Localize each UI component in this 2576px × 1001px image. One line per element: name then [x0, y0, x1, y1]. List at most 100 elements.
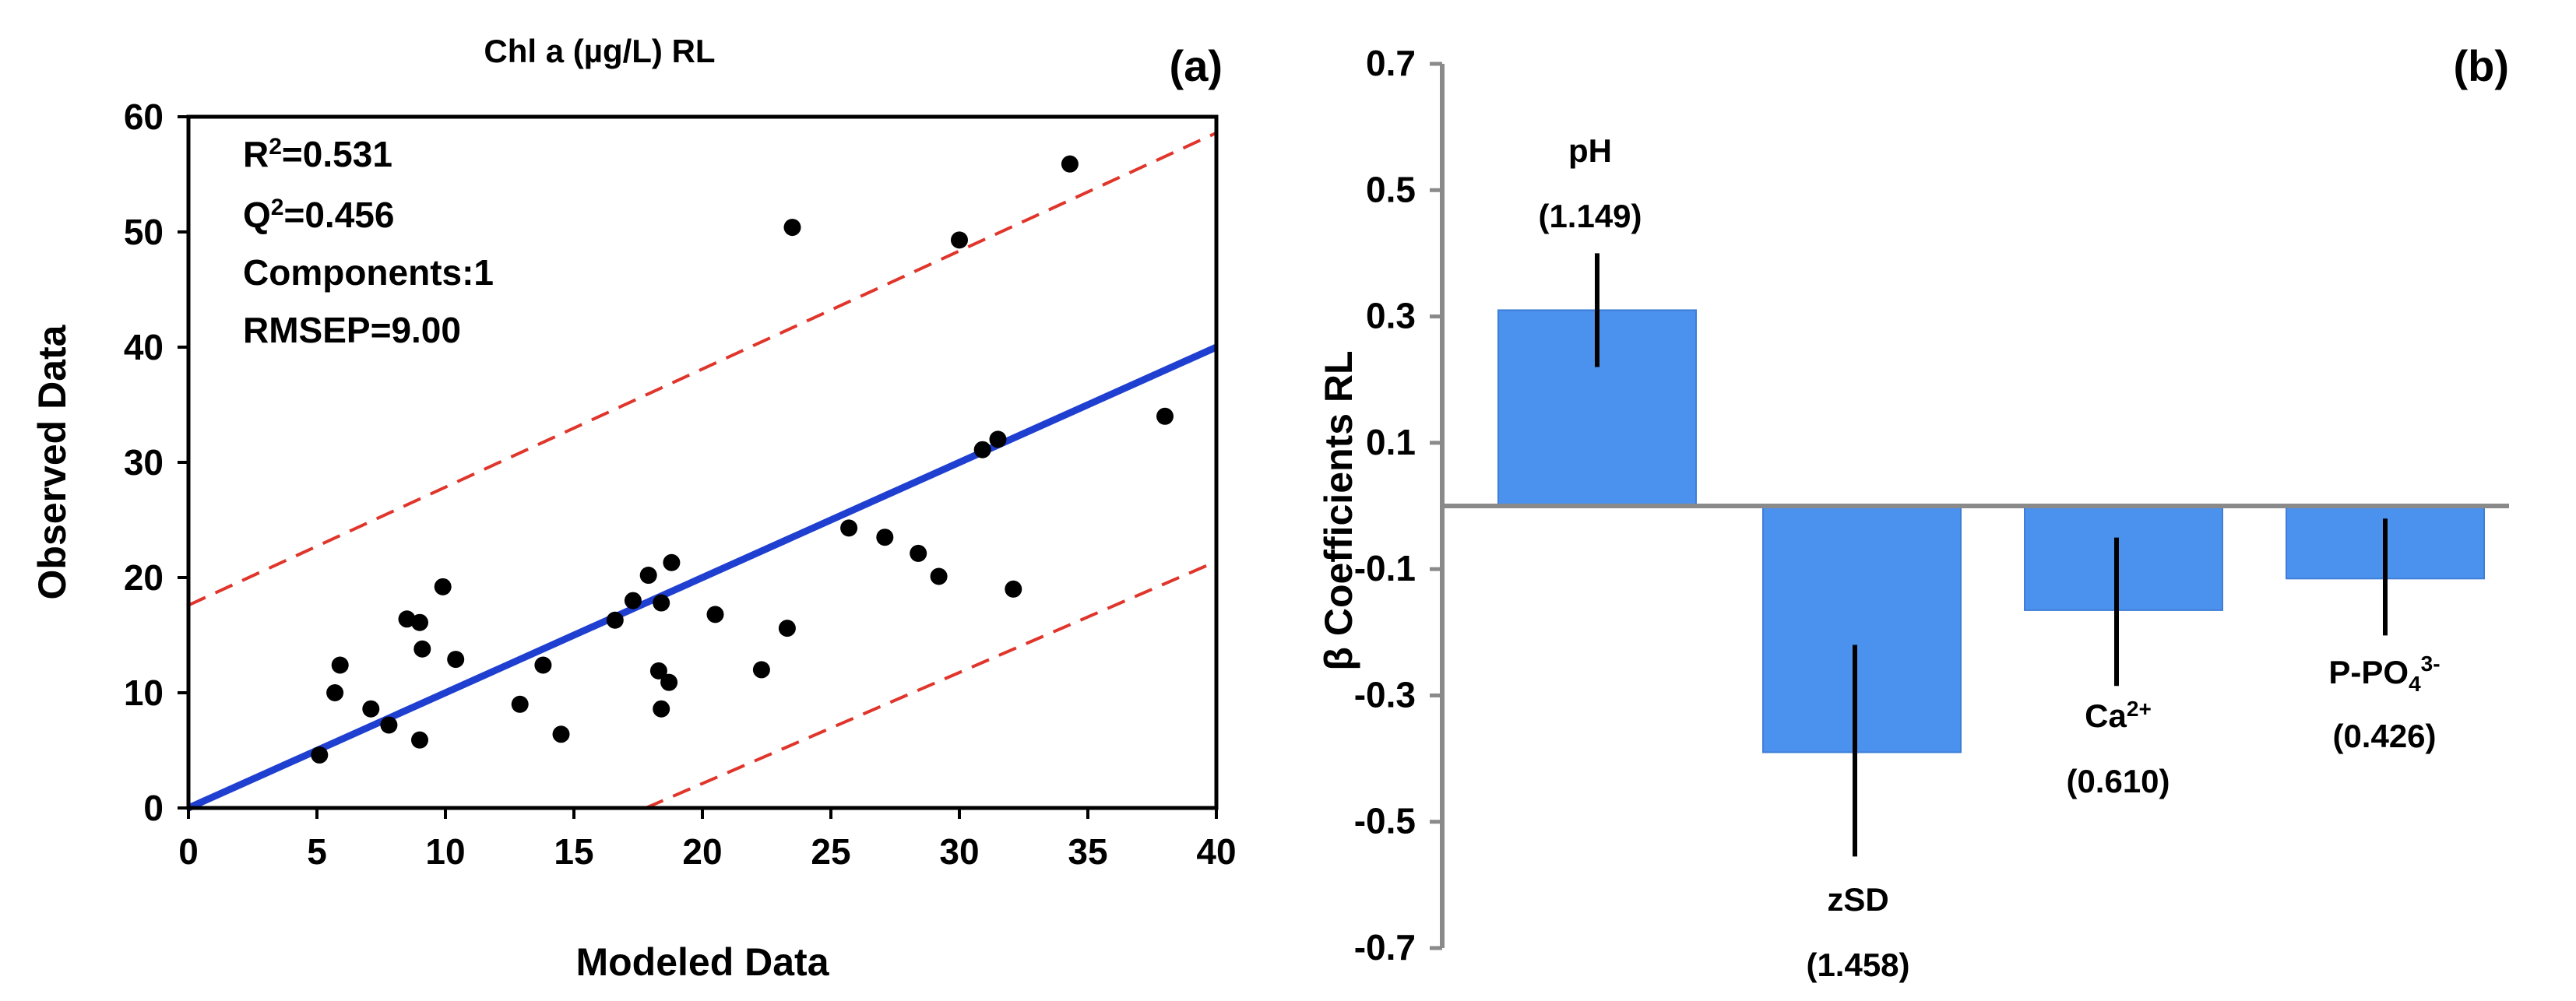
b-y-tick-label: -0.7	[1354, 927, 1416, 968]
data-point	[973, 441, 991, 458]
bar-vip-zsd: (1.458)	[1806, 947, 1909, 983]
prediction-band-lower	[645, 560, 1217, 810]
y-axis-label-b: β Coefficients RL	[1317, 350, 1360, 670]
data-point	[989, 430, 1007, 448]
stats-box: R2=0.531 Q2=0.456 Components:1 RMSEP=9.0…	[243, 134, 494, 350]
panel-b-label: (b)	[2453, 41, 2509, 90]
data-point	[511, 695, 529, 713]
data-point	[649, 662, 667, 680]
data-point	[411, 613, 428, 631]
stat-r2: R2=0.531	[243, 134, 392, 174]
panel-a-title: Chl a (µg/L) RL	[484, 33, 715, 69]
fit-line-group	[187, 343, 1218, 812]
b-y-tick-label: 0.5	[1366, 169, 1416, 209]
x-tick-label: 25	[811, 831, 850, 872]
y-tick-label: 60	[124, 97, 164, 137]
x-tick-label: 30	[939, 831, 979, 872]
b-y-tick-label: -0.5	[1354, 801, 1416, 841]
data-point	[778, 620, 796, 637]
data-point	[1061, 155, 1079, 173]
data-point	[1156, 407, 1174, 425]
data-point	[653, 700, 670, 718]
data-point	[1005, 580, 1022, 598]
stat-r2-sup: 2	[269, 134, 282, 160]
data-point	[876, 529, 894, 546]
y-tick-label: 30	[124, 442, 164, 483]
bar-label-ca-sup: 2+	[2127, 697, 2152, 721]
bar-label-ca-name: Ca	[2085, 697, 2127, 734]
x-axis-ticks: 0 5 10 15 20 25 30 35 40	[178, 808, 1237, 872]
data-point	[930, 567, 948, 585]
data-point	[663, 553, 681, 571]
bar-vip-ppo4: (0.426)	[2332, 718, 2436, 754]
prediction-bands	[188, 131, 1217, 810]
prediction-band-upper	[188, 131, 1217, 607]
error-bars	[1595, 253, 2388, 857]
data-point	[639, 567, 657, 585]
data-point	[380, 716, 398, 734]
data-point	[706, 606, 724, 623]
data-point	[331, 656, 349, 674]
panel-b: (b) β Coefficients RL 0.7 0.5 0.3 0.1 -0.1 -0…	[1317, 41, 2509, 983]
bar-label-ph: pH	[1568, 132, 1612, 169]
bar	[2024, 505, 2223, 611]
x-tick-label: 20	[682, 831, 722, 872]
y-axis-label: Observed Data	[30, 324, 74, 599]
data-point	[411, 731, 428, 749]
stat-r2-value: =0.531	[282, 134, 392, 174]
panel-a: Chl a (µg/L) RL (a) 0 5 10 15 20 25 30 35 40 0 10…	[30, 33, 1237, 984]
b-y-tick-label: 0.3	[1366, 296, 1416, 336]
data-point	[326, 684, 344, 701]
stat-q2-prefix: Q	[243, 195, 271, 235]
bar-vip-ph: (1.149)	[1538, 198, 1642, 234]
data-point	[398, 610, 416, 628]
bar-label-ppo4-name: P-PO	[2328, 654, 2409, 690]
stat-q2-value: =0.456	[283, 195, 394, 235]
data-point	[434, 578, 452, 595]
data-point	[552, 725, 570, 743]
bar-label-ppo4-sup: 3-	[2421, 652, 2441, 676]
stat-rmsep: RMSEP=9.00	[243, 310, 461, 350]
b-y-tick-label: -0.3	[1354, 674, 1416, 715]
b-y-tick-label: -0.1	[1354, 548, 1416, 588]
fit-line	[187, 343, 1218, 812]
data-point	[362, 700, 380, 718]
data-point	[606, 611, 624, 629]
stat-q2: Q2=0.456	[243, 195, 394, 235]
data-point	[653, 594, 670, 612]
b-y-tick-label: 0.7	[1366, 43, 1416, 83]
y-tick-label: 20	[124, 557, 164, 598]
y-tick-label: 10	[124, 673, 164, 713]
data-point	[413, 640, 431, 658]
data-point	[624, 592, 642, 609]
panel-a-label: (a)	[1170, 41, 1223, 90]
bar-label-ppo4-sub: 4	[2409, 672, 2421, 696]
stat-q2-sup: 2	[271, 195, 284, 220]
data-point	[660, 673, 678, 691]
data-point	[311, 746, 329, 764]
bar-labels: pH (1.149) zSD (1.458) Ca2+ (0.610) P-PO…	[1538, 132, 2440, 983]
bar	[1762, 505, 1962, 753]
b-y-axis-ticks: 0.7 0.5 0.3 0.1 -0.1 -0.3 -0.5 -0.7	[1354, 43, 1442, 968]
x-tick-label: 10	[425, 831, 465, 872]
y-tick-label: 40	[124, 327, 164, 367]
bar-label-ppo4: P-PO43-	[2328, 652, 2440, 696]
bar-label-ca: Ca2+	[2085, 697, 2152, 734]
data-point	[447, 651, 465, 669]
scatter-points	[311, 155, 1174, 764]
x-tick-label: 15	[554, 831, 593, 872]
data-point	[840, 519, 858, 537]
stat-components: Components:1	[243, 252, 494, 293]
b-y-tick-label: 0.1	[1366, 422, 1416, 462]
data-point	[752, 661, 770, 679]
x-axis-label: Modeled Data	[575, 940, 829, 984]
stat-r2-prefix: R	[243, 134, 269, 174]
y-tick-label: 50	[124, 212, 164, 252]
y-axis-ticks: 0 10 20 30 40 50 60	[124, 97, 188, 828]
x-tick-label: 0	[178, 831, 199, 872]
data-point	[951, 231, 968, 249]
bar-vip-ca: (0.610)	[2066, 763, 2170, 799]
bar-label-zsd: zSD	[1827, 881, 1888, 918]
y-tick-label: 0	[143, 788, 164, 828]
